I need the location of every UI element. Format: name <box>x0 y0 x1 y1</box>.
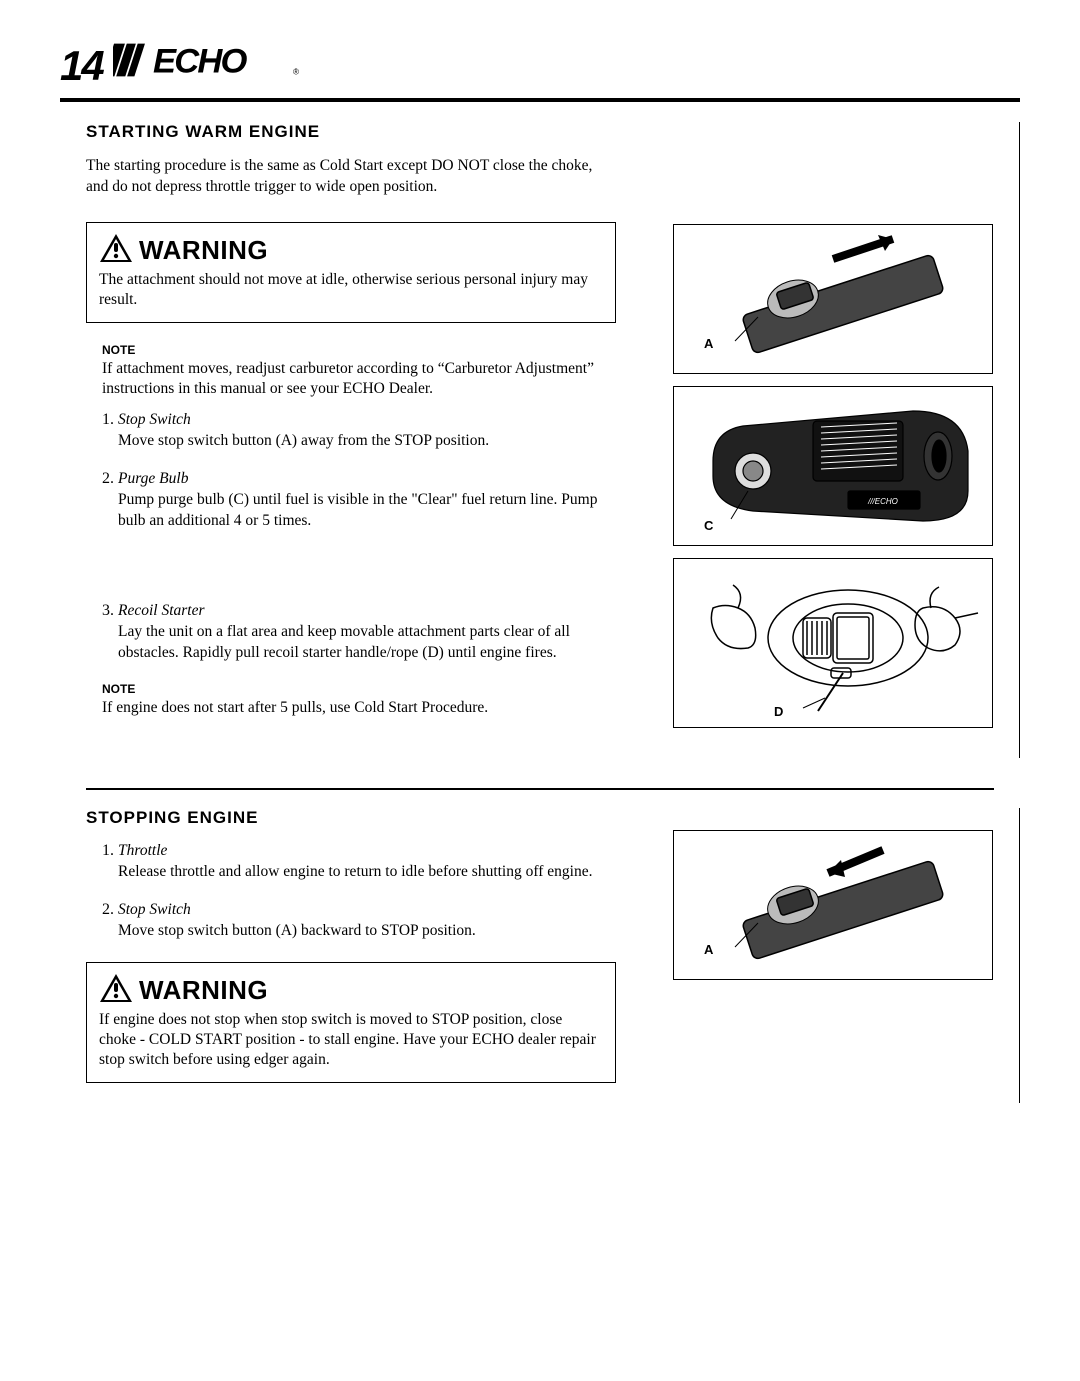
note-label-1: NOTE <box>102 343 649 357</box>
figure-label-a2: A <box>704 942 713 957</box>
step-stop-switch-2: Stop Switch Move stop switch button (A) … <box>118 901 628 942</box>
figure-label-a: A <box>704 336 713 351</box>
step-stop-switch: Stop Switch Move stop switch button (A) … <box>118 411 628 452</box>
step-title: Stop Switch <box>118 901 628 919</box>
warning-triangle-icon <box>99 233 133 268</box>
section-starting-warm-engine: STARTING WARM ENGINE The starting proced… <box>60 122 1020 758</box>
step-purge-bulb: Purge Bulb Pump purge bulb (C) until fue… <box>118 470 628 532</box>
warning-body: If engine does not stop when stop switch… <box>99 1010 603 1070</box>
right-column-figures-2: A <box>673 808 993 1103</box>
note-body-1: If attachment moves, readjust carburetor… <box>102 359 612 399</box>
echo-logo-icon: ECHO ® <box>113 40 313 80</box>
warning-heading: WARNING <box>99 233 603 268</box>
left-column-2: STOPPING ENGINE Throttle Release throttl… <box>86 808 649 1103</box>
step-title: Throttle <box>118 842 628 860</box>
steps-list-stopping: Throttle Release throttle and allow engi… <box>86 842 649 942</box>
step-throttle: Throttle Release throttle and allow engi… <box>118 842 628 883</box>
note-label-2: NOTE <box>102 682 649 696</box>
page-header: 14 ECHO ® <box>60 40 1020 90</box>
svg-text:ECHO: ECHO <box>153 43 247 80</box>
figure-label-d: D <box>774 704 783 719</box>
warning-heading: WARNING <box>99 973 603 1008</box>
note-body-2: If engine does not start after 5 pulls, … <box>102 698 612 718</box>
figure-label-c: C <box>704 518 713 533</box>
section-heading-stopping: STOPPING ENGINE <box>86 808 649 828</box>
warning-triangle-icon <box>99 973 133 1008</box>
figure-recoil-starter: D <box>673 558 993 728</box>
svg-text:///ECHO: ///ECHO <box>867 497 898 506</box>
section-divider <box>86 788 994 790</box>
step-body: Move stop switch button (A) away from th… <box>118 431 628 452</box>
warning-box-2: WARNING If engine does not stop when sto… <box>86 962 616 1083</box>
step-title: Stop Switch <box>118 411 628 429</box>
warning-label: WARNING <box>139 975 268 1006</box>
steps-list-starting: Stop Switch Move stop switch button (A) … <box>86 411 649 664</box>
step-recoil-starter: Recoil Starter Lay the unit on a flat ar… <box>118 602 628 664</box>
svg-text:®: ® <box>293 68 299 77</box>
page-number: 14 <box>60 42 103 90</box>
intro-text: The starting procedure is the same as Co… <box>86 156 616 198</box>
figure-stop-switch: A <box>673 224 993 374</box>
section-heading-starting: STARTING WARM ENGINE <box>86 122 649 142</box>
section-stopping-engine: STOPPING ENGINE Throttle Release throttl… <box>60 808 1020 1103</box>
step-title: Recoil Starter <box>118 602 628 620</box>
warning-box-1: WARNING The attachment should not move a… <box>86 222 616 323</box>
step-body: Release throttle and allow engine to ret… <box>118 862 628 883</box>
left-column: STARTING WARM ENGINE The starting proced… <box>86 122 649 758</box>
step-body: Move stop switch button (A) backward to … <box>118 921 628 942</box>
step-body: Pump purge bulb (C) until fuel is visibl… <box>118 490 628 532</box>
step-title: Purge Bulb <box>118 470 628 488</box>
warning-label: WARNING <box>139 235 268 266</box>
warning-body: The attachment should not move at idle, … <box>99 270 603 310</box>
right-column-figures: A ///ECHO <box>673 122 993 758</box>
header-divider <box>60 98 1020 102</box>
step-body: Lay the unit on a flat area and keep mov… <box>118 622 628 664</box>
figure-purge-bulb: ///ECHO C <box>673 386 993 546</box>
figure-stop-switch-2: A <box>673 830 993 980</box>
